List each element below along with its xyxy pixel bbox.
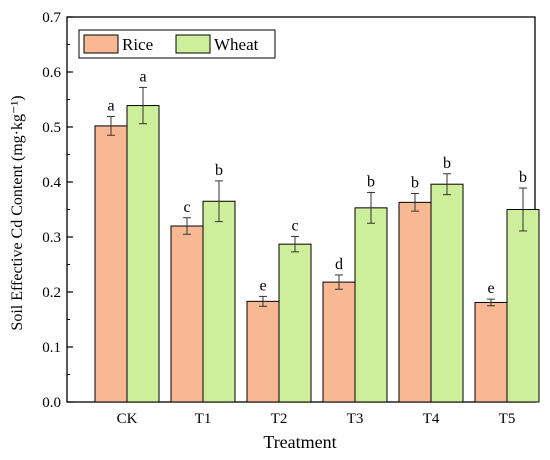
bar-wheat	[278, 243, 312, 403]
x-tick-label: CK	[117, 411, 138, 427]
legend-label-rice: Rice	[122, 35, 153, 54]
y-axis-title: Soil Effective Cd Content (mg·kg⁻¹)	[9, 95, 26, 330]
x-tick-label: T2	[271, 411, 288, 427]
error-bar-wheat	[291, 235, 299, 253]
y-tick-label: 0.2	[42, 285, 61, 301]
significance-letter: c	[183, 199, 190, 216]
bar-rice	[398, 201, 432, 403]
bar-wheat	[506, 209, 540, 403]
bar-wheat	[202, 200, 236, 403]
x-tick-label: T5	[499, 411, 516, 427]
significance-letter: a	[139, 68, 146, 85]
error-bar-rice	[259, 295, 267, 307]
y-tick-label: 0.7	[42, 10, 61, 26]
x-axis-title: Treatment	[263, 432, 336, 452]
error-bar-rice	[487, 298, 495, 307]
bar-rice	[170, 225, 204, 403]
bar-wheat	[354, 207, 388, 403]
error-bar-rice	[335, 274, 343, 290]
significance-letter: b	[411, 175, 419, 192]
significance-letter: b	[519, 169, 527, 186]
error-bar-rice	[107, 116, 115, 136]
legend-swatch-wheat	[175, 34, 211, 54]
error-bar-rice	[411, 193, 419, 212]
x-tick-label: T3	[347, 411, 364, 427]
significance-letter: e	[487, 280, 494, 297]
bar-rice	[322, 281, 356, 403]
y-tick-label: 0.5	[42, 120, 61, 136]
x-tick-label: T1	[195, 411, 212, 427]
legend-swatch-rice	[83, 34, 119, 54]
significance-letter: c	[291, 217, 298, 234]
y-tick-label: 0.1	[42, 340, 61, 356]
y-tick-label: 0.6	[42, 65, 61, 81]
significance-letter: b	[443, 155, 451, 172]
bar-rice	[246, 300, 280, 403]
bar-wheat	[430, 183, 464, 403]
bar-rice	[474, 301, 508, 403]
error-bar-wheat	[443, 173, 451, 196]
bars	[94, 105, 540, 403]
bar-rice	[94, 125, 128, 403]
error-bar-wheat	[367, 191, 375, 224]
significance-letter: a	[107, 98, 114, 115]
y-tick-label: 0.0	[42, 395, 61, 411]
significance-letter: e	[259, 277, 266, 294]
bar-wheat	[126, 105, 160, 403]
error-bars	[107, 86, 527, 307]
significance-letter: d	[335, 256, 343, 273]
significance-letters: a a c b e c d b b b e b	[107, 68, 527, 297]
legend-label-wheat: Wheat	[214, 35, 259, 54]
error-bar-rice	[183, 217, 191, 235]
x-tick-label: T4	[423, 411, 440, 427]
significance-letter: b	[215, 162, 223, 179]
error-bar-wheat	[519, 187, 527, 232]
legend: Rice Wheat	[78, 29, 276, 59]
error-bar-wheat	[215, 180, 223, 223]
tick-labels: 0.0 0.1 0.2 0.3 0.4 0.5 0.6 0.7 CK T1 T2 T3 T4 T5	[42, 10, 515, 427]
y-tick-label: 0.4	[42, 175, 61, 191]
significance-letter: b	[367, 173, 375, 190]
y-tick-label: 0.3	[42, 230, 61, 246]
error-bar-wheat	[139, 86, 147, 125]
